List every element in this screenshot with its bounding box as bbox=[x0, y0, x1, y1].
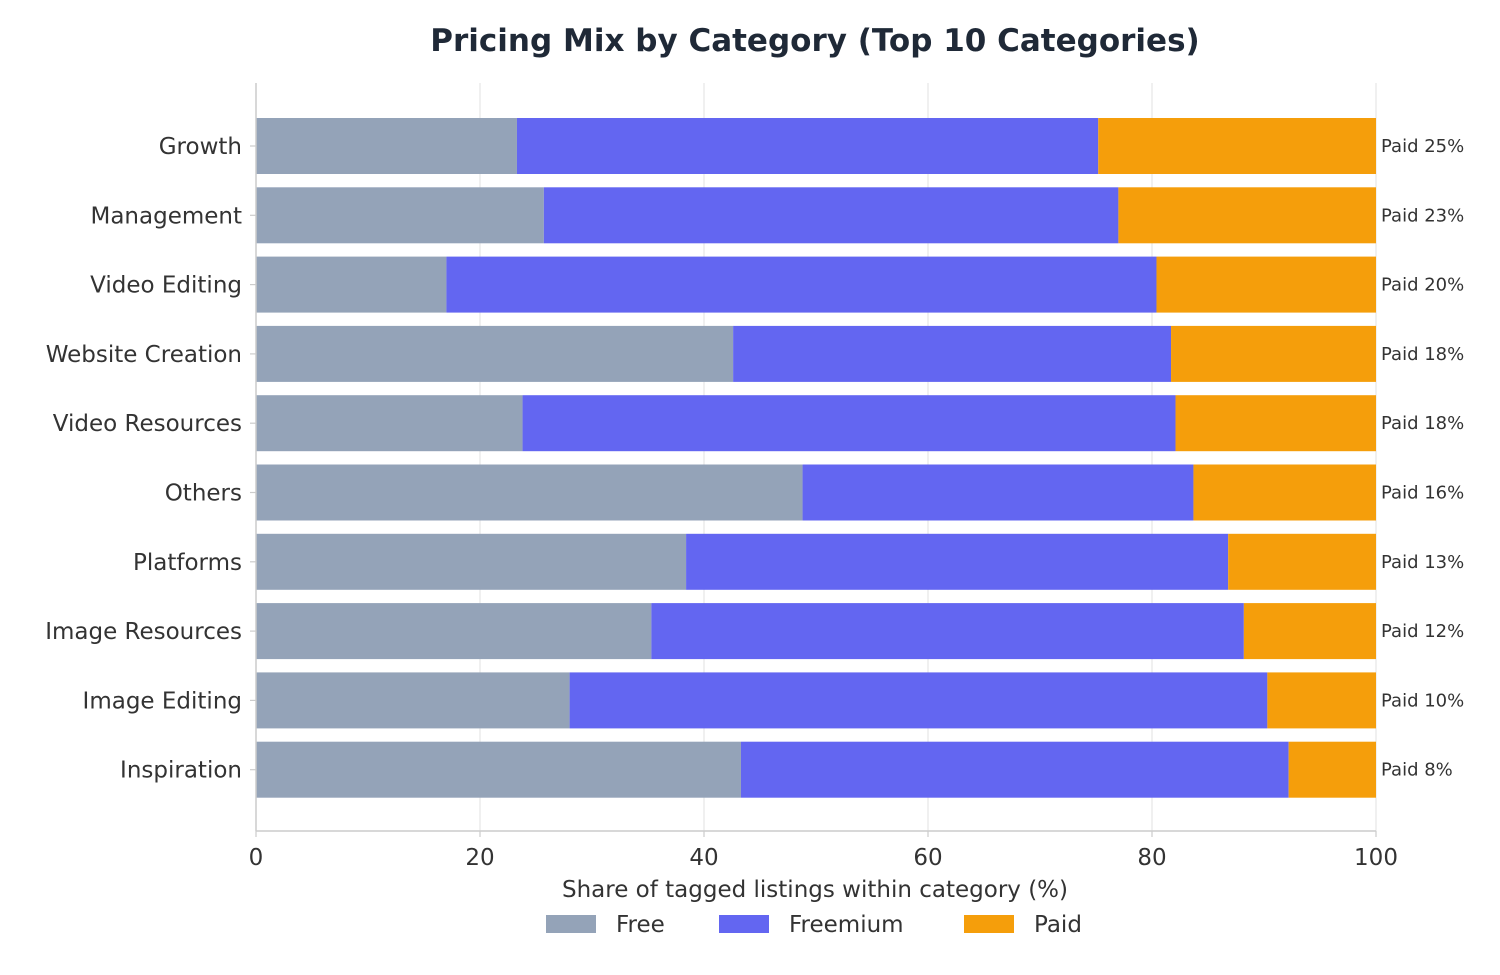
legend-label-freemium: Freemium bbox=[789, 912, 904, 938]
chart-title: Pricing Mix by Category (Top 10 Categori… bbox=[430, 23, 1199, 59]
x-tick-label: 80 bbox=[1137, 845, 1166, 871]
bar-paid bbox=[1228, 533, 1376, 590]
bar-freemium bbox=[733, 325, 1172, 382]
paid-data-label: Paid 12% bbox=[1381, 621, 1464, 642]
bar-paid bbox=[1175, 395, 1376, 452]
paid-data-label: Paid 20% bbox=[1381, 275, 1464, 296]
bar-freemium bbox=[651, 603, 1244, 660]
bar-free bbox=[256, 533, 687, 590]
legend-swatch-free bbox=[546, 915, 596, 933]
legend-label-paid: Paid bbox=[1034, 912, 1082, 938]
bar-free bbox=[256, 118, 517, 174]
x-axis-label: Share of tagged listings within category… bbox=[562, 877, 1068, 903]
paid-data-label: Paid 8% bbox=[1381, 760, 1453, 781]
x-tick-label: 20 bbox=[465, 845, 494, 871]
legend-swatch-freemium bbox=[719, 915, 769, 933]
bar-freemium bbox=[446, 256, 1157, 313]
bar-free bbox=[256, 741, 741, 798]
bar-paid bbox=[1156, 256, 1376, 313]
legend: Free Freemium Paid bbox=[546, 912, 1082, 938]
paid-data-label: Paid 18% bbox=[1381, 344, 1464, 365]
bar-free bbox=[256, 672, 570, 729]
x-tick-label: 100 bbox=[1354, 845, 1398, 871]
category-label: Others bbox=[165, 481, 242, 507]
paid-data-label: Paid 23% bbox=[1381, 205, 1464, 226]
bar-paid bbox=[1098, 118, 1376, 174]
category-label: Image Editing bbox=[83, 688, 242, 714]
paid-data-label: Paid 18% bbox=[1381, 413, 1464, 434]
paid-data-label: Paid 25% bbox=[1381, 136, 1464, 157]
bars bbox=[256, 118, 1376, 798]
legend-swatch-paid bbox=[964, 915, 1014, 933]
bar-paid bbox=[1267, 672, 1376, 729]
category-label: Video Resources bbox=[53, 411, 242, 437]
category-label: Inspiration bbox=[120, 758, 242, 784]
bar-free bbox=[256, 325, 734, 382]
bar-paid bbox=[1193, 464, 1376, 521]
category-label: Platforms bbox=[133, 550, 242, 576]
paid-data-label: Paid 13% bbox=[1381, 552, 1464, 573]
data-labels: Paid 25% Paid 23% Paid 20% Paid 18% Paid 18%… bbox=[1381, 136, 1464, 781]
bar-freemium bbox=[686, 533, 1229, 590]
category-label: Website Creation bbox=[46, 342, 242, 368]
axes: 0 20 40 60 80 100 bbox=[249, 83, 1398, 871]
bar-paid bbox=[1171, 325, 1376, 382]
paid-data-label: Paid 16% bbox=[1381, 483, 1464, 504]
bar-freemium bbox=[522, 395, 1176, 452]
bar-free bbox=[256, 464, 803, 521]
category-label: Management bbox=[90, 203, 242, 229]
bar-freemium bbox=[740, 741, 1289, 798]
bar-freemium bbox=[543, 187, 1119, 244]
bar-free bbox=[256, 187, 544, 244]
bar-paid bbox=[1243, 603, 1376, 660]
bar-paid bbox=[1118, 187, 1376, 244]
category-label: Video Editing bbox=[90, 273, 242, 299]
x-tick-label: 40 bbox=[689, 845, 718, 871]
x-tick-label: 60 bbox=[913, 845, 942, 871]
bar-free bbox=[256, 603, 652, 660]
bar-free bbox=[256, 256, 447, 313]
legend-label-free: Free bbox=[616, 912, 665, 938]
bar-freemium bbox=[516, 118, 1099, 174]
category-label: Growth bbox=[159, 134, 242, 160]
category-label: Image Resources bbox=[45, 619, 242, 645]
bar-freemium bbox=[569, 672, 1268, 729]
x-tick-label: 0 bbox=[249, 845, 264, 871]
category-labels: Growth Management Video Editing Website Cre… bbox=[45, 134, 242, 784]
bar-freemium bbox=[802, 464, 1194, 521]
bar-paid bbox=[1288, 741, 1376, 798]
bar-free bbox=[256, 395, 523, 452]
paid-data-label: Paid 10% bbox=[1381, 690, 1464, 711]
